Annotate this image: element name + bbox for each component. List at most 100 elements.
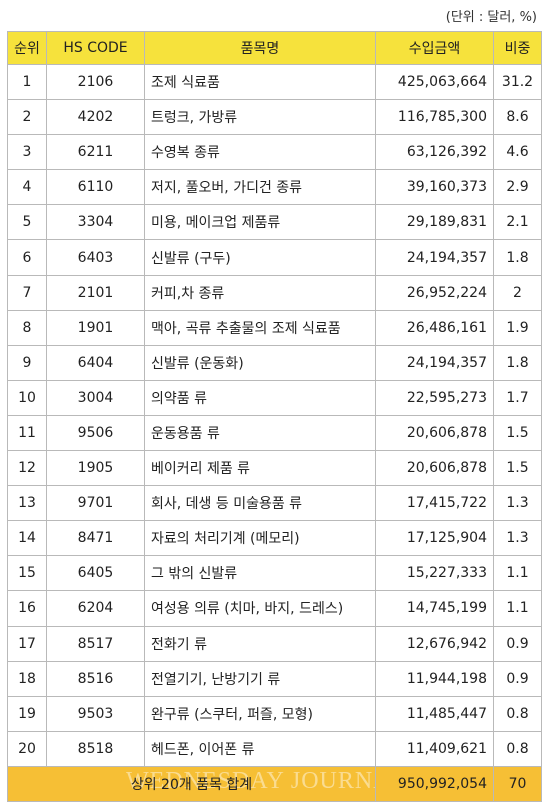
- header-amount: 수입금액: [375, 31, 494, 65]
- item-cell: 베이커리 제품 류: [144, 450, 376, 487]
- import-ranking-table: 순위 HS CODE 품목명 수입금액 비중 1 2106 조제 식료품 425,06…: [7, 31, 542, 802]
- unit-note: (단위 : 달러, %): [445, 10, 537, 25]
- hs-code-cell: 3304: [46, 204, 145, 241]
- amount-cell: 12,676,942: [375, 625, 494, 662]
- table-row: 10 3004 의약품 류 22,595,273 1.7: [7, 379, 542, 416]
- table-row: 12 1905 베이커리 제품 류 20,606,878 1.5: [7, 450, 542, 487]
- hs-code-cell: 9701: [46, 485, 145, 522]
- share-cell: 1.8: [493, 344, 542, 381]
- item-cell: 그 밖의 신발류: [144, 555, 376, 592]
- rank-cell: 13: [7, 485, 47, 522]
- item-cell: 운동용품 류: [144, 414, 376, 452]
- hs-code-cell: 2101: [46, 274, 145, 311]
- share-cell: 8.6: [493, 99, 542, 136]
- total-amount-cell: 950,992,054: [375, 765, 494, 802]
- table-row: 6 6403 신발류 (구두) 24,194,357 1.8: [7, 239, 542, 276]
- hs-code-cell: 9506: [46, 414, 145, 452]
- share-cell: 1.5: [493, 414, 542, 452]
- share-cell: 2.1: [493, 204, 542, 241]
- amount-cell: 14,745,199: [375, 590, 494, 627]
- header-item: 품목명: [144, 31, 376, 65]
- share-cell: 1.7: [493, 379, 542, 416]
- amount-cell: 26,486,161: [375, 309, 494, 346]
- rank-cell: 2: [7, 99, 47, 136]
- total-row: WEDNESDAY JOURNAL 상위 20개 품목 합계 950,992,0…: [7, 765, 542, 802]
- item-cell: 수영복 종류: [144, 134, 376, 171]
- amount-cell: 29,189,831: [375, 204, 494, 241]
- amount-cell: 24,194,357: [375, 344, 494, 381]
- hs-code-cell: 4202: [46, 99, 145, 136]
- rank-cell: 3: [7, 134, 47, 171]
- hs-code-cell: 1905: [46, 450, 145, 487]
- rank-cell: 10: [7, 379, 47, 416]
- table-row: 5 3304 미용, 메이크업 제품류 29,189,831 2.1: [7, 204, 542, 241]
- amount-cell: 11,485,447: [375, 695, 494, 732]
- item-cell: 전화기 류: [144, 625, 376, 662]
- rank-cell: 16: [7, 590, 47, 627]
- hs-code-cell: 6204: [46, 590, 145, 627]
- table-row: 16 6204 여성용 의류 (치마, 바지, 드레스) 14,745,199 1.1: [7, 590, 542, 627]
- share-cell: 1.9: [493, 309, 542, 346]
- item-cell: 신발류 (운동화): [144, 344, 376, 381]
- item-cell: 회사, 데생 등 미술용품 류: [144, 485, 376, 522]
- header-rank: 순위: [7, 31, 47, 65]
- amount-cell: 26,952,224: [375, 274, 494, 311]
- item-cell: 완구류 (스쿠터, 퍼즐, 모형): [144, 695, 376, 732]
- rank-cell: 5: [7, 204, 47, 241]
- rank-cell: 9: [7, 344, 47, 381]
- share-cell: 1.1: [493, 590, 542, 627]
- item-cell: 전열기기, 난방기기 류: [144, 660, 376, 697]
- item-cell: 저지, 풀오버, 가디건 종류: [144, 169, 376, 206]
- rank-cell: 1: [7, 63, 47, 101]
- hs-code-cell: 8517: [46, 625, 145, 662]
- hs-code-cell: 6211: [46, 134, 145, 171]
- rank-cell: 14: [7, 520, 47, 557]
- amount-cell: 116,785,300: [375, 99, 494, 136]
- amount-cell: 17,125,904: [375, 520, 494, 557]
- share-cell: 0.8: [493, 695, 542, 732]
- hs-code-cell: 8518: [46, 730, 145, 767]
- amount-cell: 15,227,333: [375, 555, 494, 592]
- amount-cell: 17,415,722: [375, 485, 494, 522]
- table-row: 2 4202 트렁크, 가방류 116,785,300 8.6: [7, 99, 542, 136]
- share-cell: 4.6: [493, 134, 542, 171]
- total-label-cell: WEDNESDAY JOURNAL 상위 20개 품목 합계: [7, 765, 376, 802]
- rank-cell: 11: [7, 414, 47, 452]
- table-row: 19 9503 완구류 (스쿠터, 퍼즐, 모형) 11,485,447 0.8: [7, 695, 542, 732]
- hs-code-cell: 8471: [46, 520, 145, 557]
- header-hs-code: HS CODE: [46, 31, 145, 65]
- item-cell: 커피,차 종류: [144, 274, 376, 311]
- share-cell: 0.9: [493, 660, 542, 697]
- hs-code-cell: 6403: [46, 239, 145, 276]
- amount-cell: 39,160,373: [375, 169, 494, 206]
- rank-cell: 15: [7, 555, 47, 592]
- item-cell: 맥아, 곡류 추출물의 조제 식료품: [144, 309, 376, 346]
- rank-cell: 4: [7, 169, 47, 206]
- hs-code-cell: 9503: [46, 695, 145, 732]
- share-cell: 0.9: [493, 625, 542, 662]
- hs-code-cell: 2106: [46, 63, 145, 101]
- table-row: 13 9701 회사, 데생 등 미술용품 류 17,415,722 1.3: [7, 485, 542, 522]
- hs-code-cell: 1901: [46, 309, 145, 346]
- table-row: 14 8471 자료의 처리기계 (메모리) 17,125,904 1.3: [7, 520, 542, 557]
- amount-cell: 24,194,357: [375, 239, 494, 276]
- table-row: 11 9506 운동용품 류 20,606,878 1.5: [7, 414, 542, 452]
- share-cell: 1.3: [493, 485, 542, 522]
- table-row: 17 8517 전화기 류 12,676,942 0.9: [7, 625, 542, 662]
- table-row: 8 1901 맥아, 곡류 추출물의 조제 식료품 26,486,161 1.9: [7, 309, 542, 346]
- amount-cell: 22,595,273: [375, 379, 494, 416]
- item-cell: 의약품 류: [144, 379, 376, 416]
- rank-cell: 17: [7, 625, 47, 662]
- hs-code-cell: 6405: [46, 555, 145, 592]
- share-cell: 0.8: [493, 730, 542, 767]
- table-body: 1 2106 조제 식료품 425,063,664 31.2 2 4202 트렁크, 가방류…: [7, 63, 542, 802]
- table-row: 7 2101 커피,차 종류 26,952,224 2: [7, 274, 542, 311]
- amount-cell: 20,606,878: [375, 450, 494, 487]
- item-cell: 조제 식료품: [144, 63, 376, 101]
- amount-cell: 425,063,664: [375, 63, 494, 101]
- hs-code-cell: 6404: [46, 344, 145, 381]
- item-cell: 트렁크, 가방류: [144, 99, 376, 136]
- item-cell: 여성용 의류 (치마, 바지, 드레스): [144, 590, 376, 627]
- hs-code-cell: 8516: [46, 660, 145, 697]
- share-cell: 1.3: [493, 520, 542, 557]
